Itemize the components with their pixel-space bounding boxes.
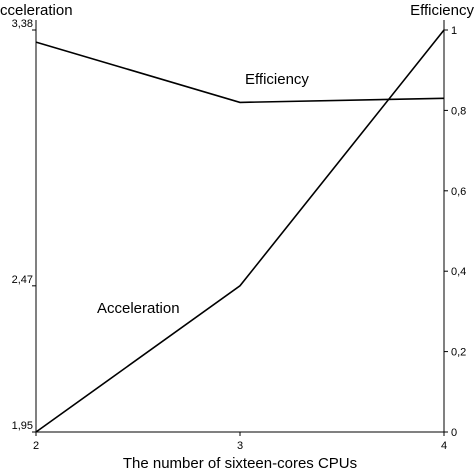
left-axis-title: cceleration xyxy=(0,2,73,19)
left-y-tick-label: 3,38 xyxy=(12,18,33,30)
right-y-tick-label: 0,8 xyxy=(451,105,466,117)
right-y-tick-label: 0,6 xyxy=(451,186,466,198)
series-lines xyxy=(35,29,445,433)
plot-frame xyxy=(35,20,445,433)
series-line-acceleration xyxy=(35,29,445,433)
right-y-tick-label: 1 xyxy=(451,25,457,37)
right-y-tick-label: 0,4 xyxy=(451,266,466,278)
x-tick-label: 2 xyxy=(33,440,39,452)
series-label-efficiency: Efficiency xyxy=(245,71,309,88)
series-label-acceleration: Acceleration xyxy=(97,300,180,317)
left-y-tick-label: 2,47 xyxy=(12,274,33,286)
right-y-tick-label: 0,2 xyxy=(451,347,466,359)
x-tick-label: 4 xyxy=(441,440,447,452)
ticks: 2 3 4 1,95 2,47 3,38 0 0,2 0,4 0,6 0,8 1 xyxy=(12,18,467,452)
x-axis-title: The number of sixteen-cores CPUs xyxy=(123,455,357,472)
right-axis-title: Efficiency xyxy=(410,2,474,19)
series-line-efficiency xyxy=(35,41,445,104)
x-tick-label: 3 xyxy=(237,440,243,452)
left-y-tick-label: 1,95 xyxy=(12,420,33,432)
right-y-tick-label: 0 xyxy=(451,427,457,439)
